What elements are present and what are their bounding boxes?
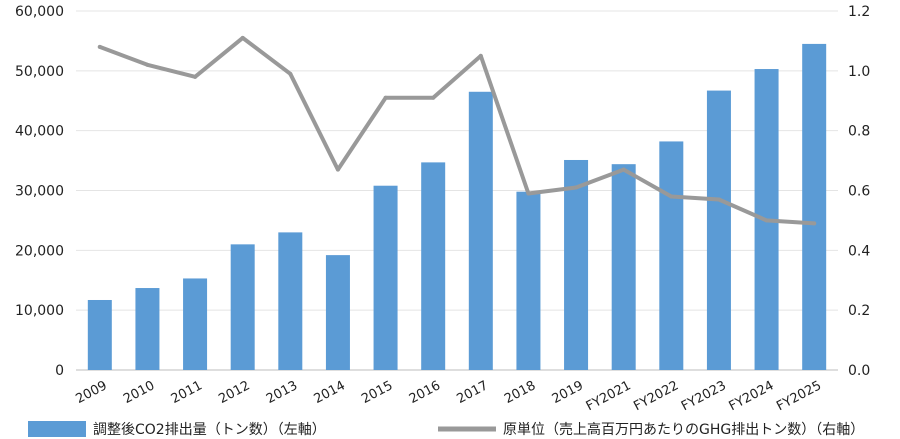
bar	[87, 299, 112, 370]
line-point	[669, 194, 674, 199]
line-point	[193, 74, 198, 79]
left-tick-label: 30,000	[15, 184, 64, 200]
left-axis: 0 10,000 20,000 30,000 40,000 50,000 60,000	[15, 4, 64, 379]
line-point	[383, 95, 388, 100]
line-point	[812, 221, 817, 226]
bar	[706, 90, 731, 370]
x-axis: 2009 2010 2011 2012 2013 2014 2015 2016 2017 2018…	[73, 378, 824, 414]
bar	[135, 288, 160, 370]
line-point	[240, 35, 245, 40]
bar	[659, 141, 684, 370]
line-point	[478, 53, 483, 58]
bar	[468, 91, 493, 371]
legend: 調整後CO2排出量（トン数）（左軸） 原単位（売上高百万円あたりのGHG排出トン…	[28, 421, 864, 438]
legend-line-label: 原単位（売上高百万円あたりのGHG排出トン数）（右軸）	[503, 421, 864, 438]
line-point	[431, 95, 436, 100]
line-path	[97, 35, 817, 226]
x-tick-label: 2014	[312, 378, 348, 407]
x-tick-label: FY2025	[774, 378, 824, 414]
bar-series	[87, 43, 827, 371]
left-tick-label: 0	[55, 363, 64, 379]
bar	[278, 232, 303, 370]
left-tick-label: 10,000	[15, 303, 64, 319]
x-tick-label: FY2023	[679, 378, 729, 414]
x-tick-label: FY2022	[631, 378, 681, 414]
bar	[373, 185, 398, 370]
line-point	[145, 62, 150, 67]
x-tick-label: 2017	[454, 378, 490, 407]
x-tick-label: 2012	[216, 378, 252, 407]
x-tick-label: FY2024	[727, 378, 777, 414]
line-point	[97, 44, 102, 49]
line-point	[526, 191, 531, 196]
right-tick-label: 0.4	[848, 243, 870, 259]
line-point	[288, 71, 293, 76]
x-tick-label: 2010	[121, 378, 157, 407]
x-tick-label: 2013	[264, 378, 300, 407]
right-axis: 0.0 0.2 0.4 0.6 0.8 1.0 1.2	[848, 4, 870, 379]
right-tick-label: 0.2	[848, 303, 870, 319]
legend-item-bar: 調整後CO2排出量（トン数）（左軸）	[28, 421, 326, 438]
legend-bar-label: 調整後CO2排出量（トン数）（左軸）	[93, 422, 326, 438]
left-tick-label: 40,000	[15, 124, 64, 140]
x-tick-label: 2011	[169, 378, 205, 407]
line-point	[716, 197, 721, 202]
x-tick-label: 2019	[550, 378, 586, 407]
legend-item-line: 原単位（売上高百万円あたりのGHG排出トン数）（右軸）	[438, 421, 864, 438]
bar	[183, 278, 208, 370]
line-point	[574, 185, 579, 190]
bar	[802, 43, 827, 371]
x-tick-label: FY2021	[584, 378, 634, 414]
bar	[611, 164, 636, 370]
line-series	[97, 35, 817, 226]
legend-bar-swatch	[28, 421, 86, 437]
bar	[516, 191, 541, 370]
bar	[325, 255, 350, 370]
line-point	[621, 167, 626, 172]
x-tick-label: 2015	[359, 378, 395, 407]
left-tick-label: 60,000	[15, 4, 64, 20]
right-tick-label: 0.8	[848, 124, 870, 140]
right-tick-label: 1.0	[848, 64, 870, 80]
right-tick-label: 0.6	[848, 184, 870, 200]
bar	[421, 162, 446, 370]
bar	[230, 244, 255, 370]
x-tick-label: 2016	[407, 378, 443, 407]
x-tick-label: 2018	[502, 378, 538, 407]
right-tick-label: 1.2	[848, 4, 870, 20]
left-tick-label: 50,000	[15, 64, 64, 80]
x-tick-label: 2009	[73, 378, 109, 407]
left-tick-label: 20,000	[15, 243, 64, 259]
bar	[564, 159, 589, 370]
line-point	[335, 167, 340, 172]
line-point	[764, 218, 769, 223]
right-tick-label: 0.0	[848, 363, 870, 379]
